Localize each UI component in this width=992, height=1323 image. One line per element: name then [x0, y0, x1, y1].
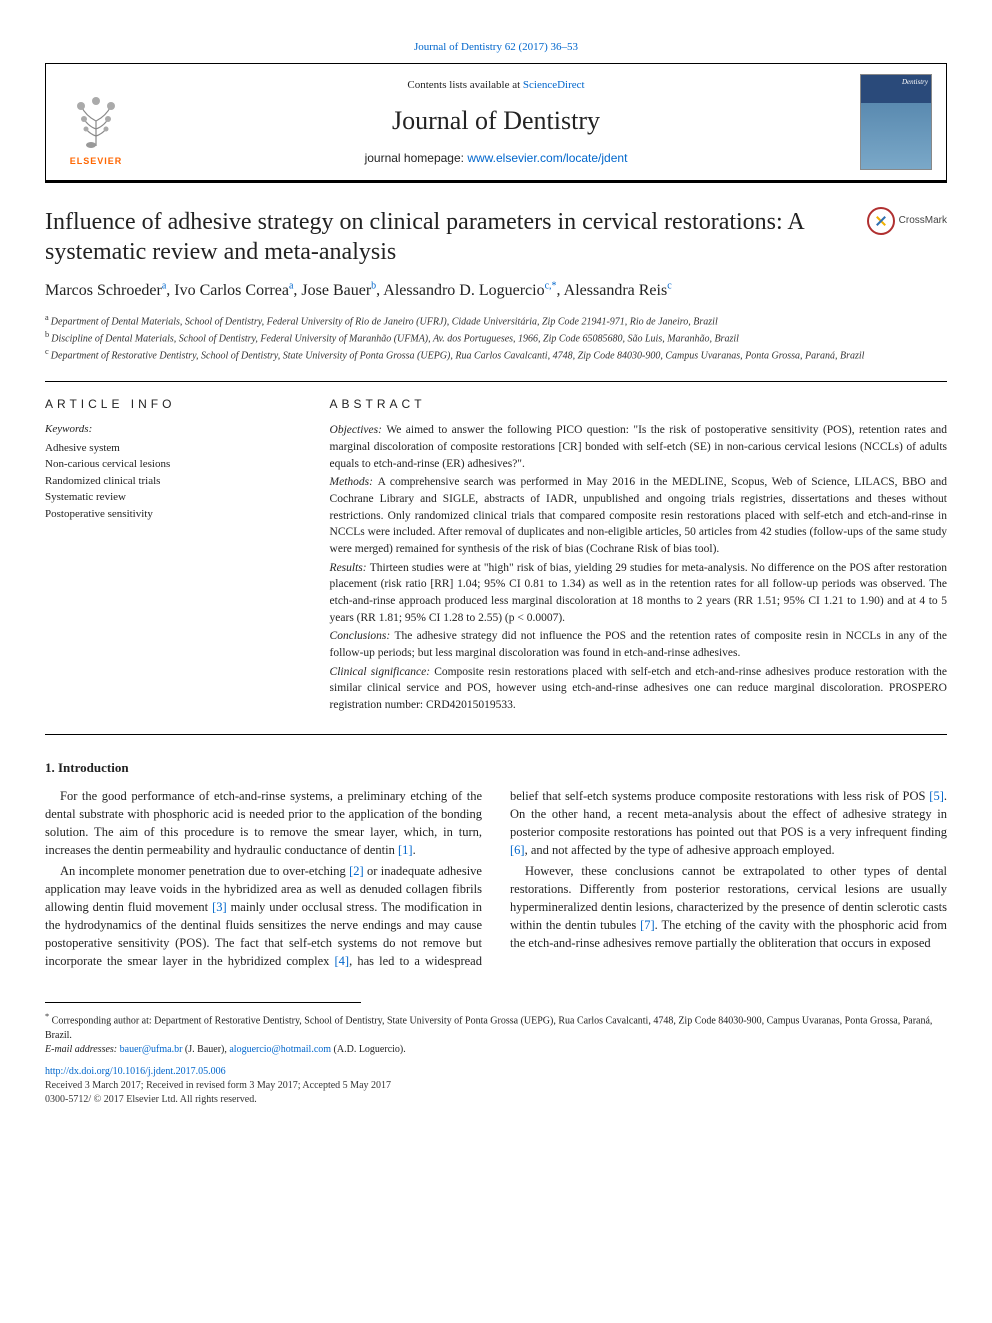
- abstract-part-label: Conclusions:: [330, 630, 395, 642]
- abstract-part-label: Objectives:: [330, 424, 387, 436]
- citation-link[interactable]: [2]: [349, 864, 364, 878]
- article-info-heading: ARTICLE INFO: [45, 396, 298, 413]
- emails-label: E-mail addresses:: [45, 1044, 117, 1055]
- corresponding-author-note: * Corresponding author at: Department of…: [45, 1011, 947, 1042]
- citation-link[interactable]: [7]: [640, 918, 655, 932]
- doi-link[interactable]: http://dx.doi.org/10.1016/j.jdent.2017.0…: [45, 1066, 226, 1077]
- elsevier-logo: ELSEVIER: [60, 77, 132, 167]
- author: Ivo Carlos Correaa: [174, 282, 293, 299]
- corr-marker: *: [45, 1012, 49, 1021]
- affiliation: a Department of Dental Materials, School…: [45, 312, 947, 329]
- elsevier-wordmark: ELSEVIER: [70, 155, 123, 168]
- affiliations-block: a Department of Dental Materials, School…: [45, 312, 947, 362]
- doi-line: http://dx.doi.org/10.1016/j.jdent.2017.0…: [45, 1065, 947, 1079]
- citation-link[interactable]: [5]: [929, 789, 944, 803]
- body-paragraph: For the good performance of etch-and-rin…: [45, 787, 482, 860]
- abstract-part-label: Results:: [330, 562, 370, 574]
- body-paragraph: However, these conclusions cannot be ext…: [510, 862, 947, 953]
- author-affil-sup: a: [289, 280, 293, 291]
- article-title: Influence of adhesive strategy on clinic…: [45, 207, 851, 267]
- header-center: Contents lists available at ScienceDirec…: [132, 78, 860, 167]
- author-affil-sup: a: [162, 280, 166, 291]
- cover-thumb-label: Dentistry: [902, 78, 928, 88]
- author: Marcos Schroedera: [45, 282, 166, 299]
- author-affil-sup: c,*: [545, 280, 557, 291]
- keywords-list: Adhesive systemNon-carious cervical lesi…: [45, 440, 298, 523]
- affiliation-sup: c: [45, 347, 51, 356]
- abstract-part: Results: Thirteen studies were at "high"…: [330, 560, 947, 627]
- keyword: Postoperative sensitivity: [45, 506, 298, 523]
- footer-separator: [45, 1002, 361, 1003]
- keyword: Randomized clinical trials: [45, 473, 298, 490]
- sciencedirect-link[interactable]: ScienceDirect: [523, 79, 585, 91]
- keyword: Systematic review: [45, 489, 298, 506]
- corr-text: Corresponding author at: Department of R…: [45, 1016, 932, 1041]
- author: Jose Bauerb: [301, 282, 376, 299]
- author: Alessandro D. Loguercioc,*: [383, 282, 556, 299]
- author-affil-sup: c: [667, 280, 671, 291]
- keyword: Adhesive system: [45, 440, 298, 457]
- abstract-part-label: Clinical significance:: [330, 666, 435, 678]
- crossmark-badge[interactable]: CrossMark: [867, 207, 947, 235]
- affiliation-sup: a: [45, 313, 51, 322]
- elsevier-tree-icon: [66, 91, 126, 151]
- email-line: E-mail addresses: bauer@ufma.br (J. Baue…: [45, 1043, 947, 1057]
- author-affil-sup: b: [371, 280, 376, 291]
- abstract-part-label: Methods:: [330, 476, 378, 488]
- contents-line: Contents lists available at ScienceDirec…: [132, 78, 860, 93]
- copyright-line: 0300-5712/ © 2017 Elsevier Ltd. All righ…: [45, 1093, 947, 1107]
- abstract-part: Clinical significance: Composite resin r…: [330, 664, 947, 714]
- affiliation: b Discipline of Dental Materials, School…: [45, 329, 947, 346]
- crossmark-icon: [867, 207, 895, 235]
- abstract-part: Conclusions: The adhesive strategy did n…: [330, 628, 947, 661]
- title-row: Influence of adhesive strategy on clinic…: [45, 207, 947, 267]
- abstract-body: Objectives: We aimed to answer the follo…: [330, 422, 947, 713]
- abstract-part: Methods: A comprehensive search was perf…: [330, 474, 947, 557]
- citation-link[interactable]: [3]: [212, 900, 227, 914]
- info-abstract-row: ARTICLE INFO Keywords: Adhesive systemNo…: [45, 381, 947, 735]
- keyword: Non-carious cervical lesions: [45, 456, 298, 473]
- journal-cover-thumb: Dentistry: [860, 74, 932, 170]
- homepage-line: journal homepage: www.elsevier.com/locat…: [132, 150, 860, 167]
- affiliation-sup: b: [45, 330, 51, 339]
- journal-header: ELSEVIER Contents lists available at Sci…: [45, 63, 947, 183]
- affiliation: c Department of Restorative Dentistry, S…: [45, 346, 947, 363]
- abstract-heading: ABSTRACT: [330, 396, 947, 413]
- abstract-part: Objectives: We aimed to answer the follo…: [330, 422, 947, 472]
- citation-link[interactable]: [1]: [398, 843, 413, 857]
- keywords-label: Keywords:: [45, 422, 298, 437]
- journal-homepage-link[interactable]: www.elsevier.com/locate/jdent: [467, 151, 627, 165]
- abstract-col: ABSTRACT Objectives: We aimed to answer …: [330, 396, 947, 716]
- authors-line: Marcos Schroedera, Ivo Carlos Correaa, J…: [45, 279, 947, 302]
- email-link[interactable]: aloguercio@hotmail.com: [229, 1044, 331, 1055]
- journal-citation: Journal of Dentistry 62 (2017) 36–53: [45, 40, 947, 55]
- journal-name: Journal of Dentistry: [132, 103, 860, 139]
- journal-citation-link[interactable]: Journal of Dentistry 62 (2017) 36–53: [414, 41, 578, 53]
- contents-prefix: Contents lists available at: [407, 79, 522, 91]
- intro-body: For the good performance of etch-and-rin…: [45, 787, 947, 970]
- citation-link[interactable]: [6]: [510, 843, 525, 857]
- email-link[interactable]: bauer@ufma.br: [120, 1044, 183, 1055]
- intro-heading: 1. Introduction: [45, 759, 947, 777]
- author: Alessandra Reisc: [564, 282, 672, 299]
- article-info-col: ARTICLE INFO Keywords: Adhesive systemNo…: [45, 396, 298, 716]
- homepage-prefix: journal homepage:: [365, 151, 468, 165]
- article-history: Received 3 March 2017; Received in revis…: [45, 1079, 947, 1093]
- crossmark-label: CrossMark: [899, 214, 947, 228]
- citation-link[interactable]: [4]: [335, 954, 350, 968]
- footnotes: * Corresponding author at: Department of…: [45, 1011, 947, 1056]
